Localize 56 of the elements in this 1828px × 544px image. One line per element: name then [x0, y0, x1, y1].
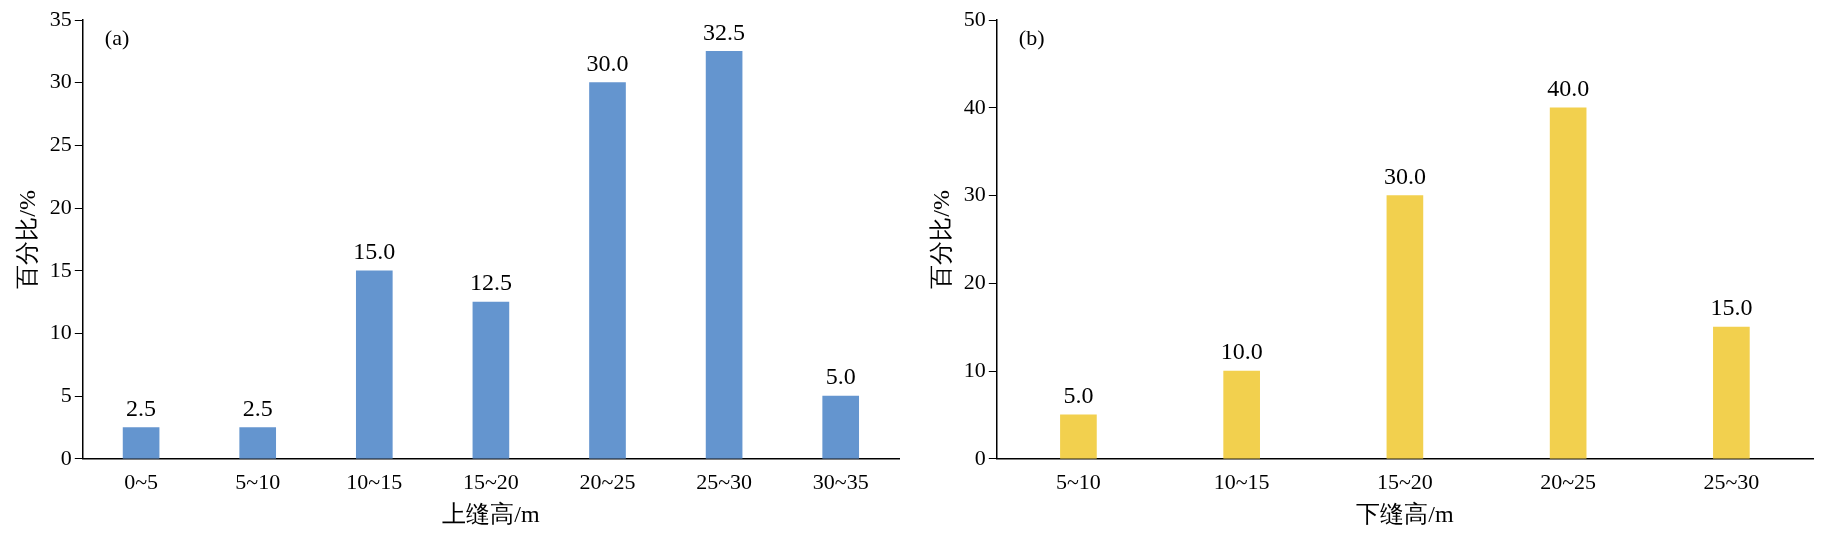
x-tick-label: 10~15	[1213, 468, 1270, 494]
y-tick-label: 0	[60, 444, 72, 470]
y-tick-label: 10	[49, 319, 72, 345]
data-label: 2.5	[242, 394, 273, 421]
y-tick-label: 20	[963, 269, 986, 295]
y-tick-label: 35	[49, 5, 72, 31]
y-tick-label: 30	[963, 181, 986, 207]
bar	[239, 427, 277, 459]
y-axis-title: 百分比/%	[13, 190, 40, 289]
bar	[589, 82, 626, 459]
bar	[1549, 107, 1587, 459]
y-tick-label: 25	[49, 131, 72, 157]
x-tick-label: 10~15	[346, 468, 403, 494]
bar	[472, 301, 510, 459]
x-tick-label: 5~10	[235, 468, 281, 494]
data-label: 15.0	[353, 238, 396, 265]
data-label: 30.0	[1383, 162, 1426, 189]
data-label: 30.0	[586, 49, 629, 76]
data-label: 10.0	[1220, 338, 1263, 365]
x-axis-title: 下缝高/m	[1356, 500, 1454, 527]
data-label: 15.0	[1710, 294, 1753, 321]
y-axis-title: 百分比/%	[927, 190, 954, 289]
data-label: 2.5	[126, 394, 157, 421]
y-tick-label: 20	[49, 193, 72, 219]
x-tick-label: 0~5	[124, 468, 159, 494]
bar	[1713, 326, 1750, 459]
bar	[1223, 370, 1260, 459]
x-tick-label: 20~25	[579, 468, 636, 494]
bar	[1386, 195, 1424, 459]
data-label: 32.5	[703, 18, 746, 45]
bar	[705, 51, 743, 459]
data-label: 5.0	[825, 363, 856, 390]
y-tick-label: 5	[60, 381, 72, 407]
x-tick-label: 25~30	[1703, 468, 1760, 494]
y-tick-label: 15	[49, 256, 72, 282]
bar	[355, 270, 393, 459]
data-label: 40.0	[1547, 75, 1590, 102]
y-tick-label: 10	[963, 356, 986, 382]
x-tick-label: 30~35	[812, 468, 869, 494]
x-tick-label: 15~20	[462, 468, 519, 494]
bar	[122, 427, 160, 459]
x-tick-label: 20~25	[1540, 468, 1597, 494]
data-label: 5.0	[1063, 382, 1094, 409]
y-tick-label: 30	[49, 68, 72, 94]
x-tick-label: 5~10	[1055, 468, 1101, 494]
y-tick-label: 40	[963, 93, 986, 119]
x-axis-title: 上缝高/m	[442, 500, 540, 527]
bar	[1060, 414, 1097, 459]
bar	[822, 395, 860, 459]
annotation: (a)	[104, 24, 130, 50]
annotation: (b)	[1018, 24, 1045, 50]
data-label: 12.5	[469, 269, 512, 296]
y-tick-label: 0	[974, 444, 986, 470]
x-tick-label: 25~30	[696, 468, 753, 494]
y-tick-label: 50	[963, 5, 986, 31]
x-tick-label: 15~20	[1376, 468, 1433, 494]
